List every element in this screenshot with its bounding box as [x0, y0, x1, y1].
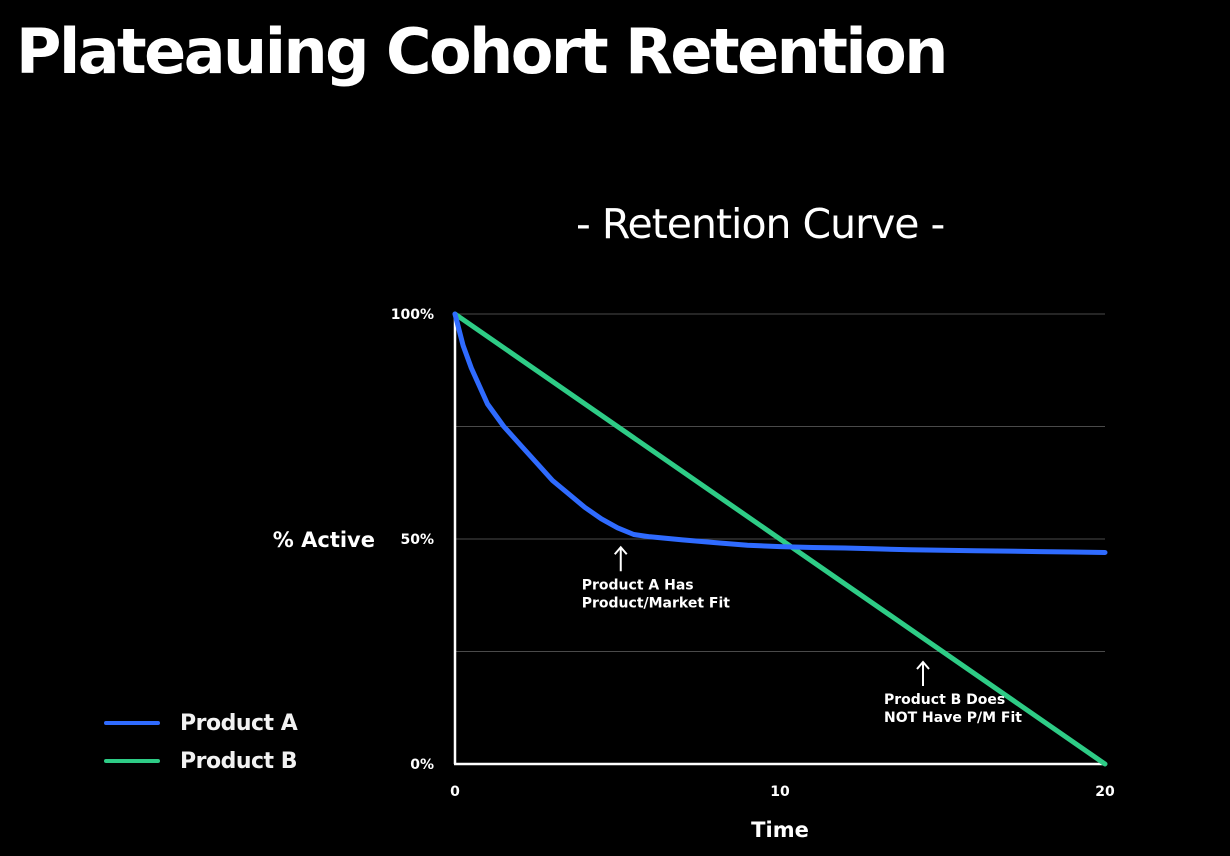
x-axis-label: Time	[751, 818, 809, 842]
axes	[453, 314, 1105, 766]
annotation-arrowhead	[916, 660, 930, 670]
y-axis-label: % Active	[273, 528, 375, 552]
series-lines	[452, 311, 1108, 767]
annotation-arrowhead	[613, 545, 628, 555]
legend: Product A Product B	[104, 704, 298, 780]
series-line-product-b	[452, 311, 1108, 767]
annotation-text-line: Product B Does	[884, 692, 1005, 708]
legend-swatch-product-a	[104, 721, 160, 725]
annotation-product-a: Product A Has Product/Market Fit	[582, 545, 731, 611]
slide-title: Plateauing Cohort Retention	[16, 15, 948, 88]
x-tick-label: 20	[1095, 784, 1115, 800]
y-tick-label: 0%	[410, 757, 434, 773]
annotations: Product A Has Product/Market Fit Product B…	[582, 545, 1022, 726]
x-tick-label: 10	[770, 784, 790, 800]
legend-item-product-b: Product B	[104, 742, 297, 780]
annotation-product-b: Product B Does NOT Have P/M Fit	[884, 660, 1022, 726]
y-tick-label: 100%	[391, 307, 434, 323]
series-line-product-a	[452, 311, 1108, 555]
tick-labels: 0 10 20 0% 50% 100%	[391, 307, 1115, 800]
legend-label-product-b: Product B	[180, 748, 297, 774]
x-tick-label: 0	[450, 784, 460, 800]
y-tick-label: 50%	[400, 532, 434, 548]
annotation-text-line: Product A Has	[582, 577, 694, 593]
annotation-text-line: NOT Have P/M Fit	[884, 710, 1022, 726]
gridlines	[455, 313, 1105, 652]
annotation-text-line: Product/Market Fit	[582, 595, 731, 611]
legend-swatch-product-b	[104, 759, 160, 763]
legend-label-product-a: Product A	[180, 710, 298, 736]
chart-title: - Retention Curve -	[576, 200, 945, 248]
legend-item-product-a: Product A	[104, 704, 298, 742]
